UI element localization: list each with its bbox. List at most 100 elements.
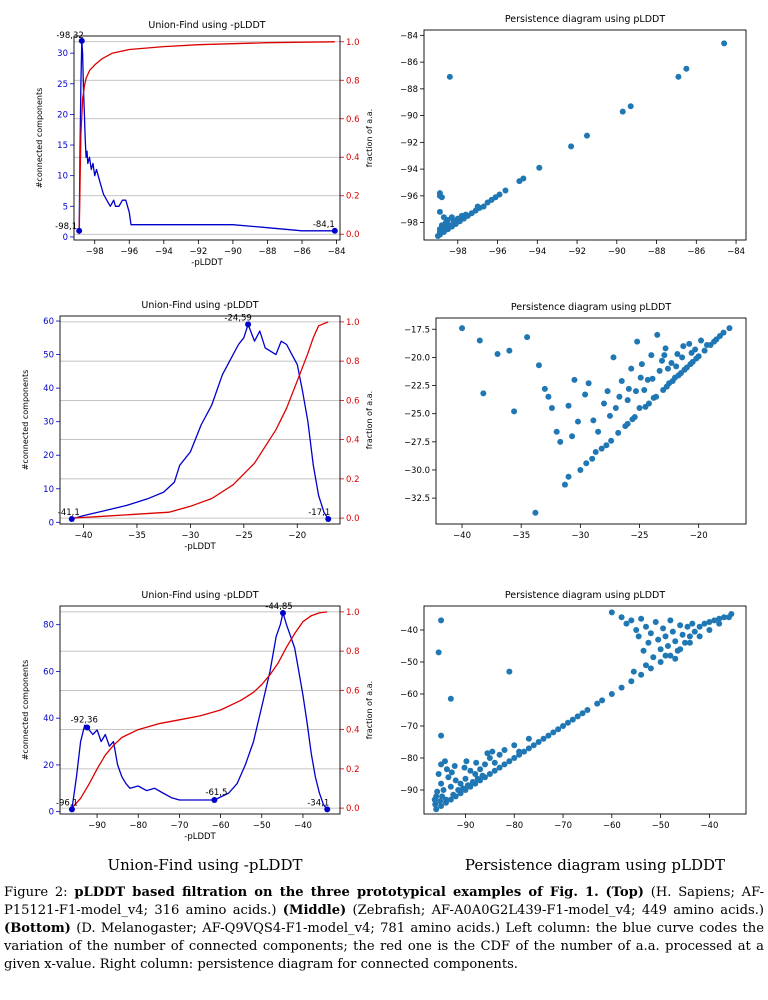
scatter-point [679, 631, 686, 638]
scatter-point [638, 615, 645, 622]
y-tick-label: 10 [57, 172, 68, 182]
blue-components-line [71, 323, 329, 520]
scatter-point [689, 620, 696, 627]
scatter-point [574, 713, 581, 720]
scatter-point [624, 397, 631, 404]
scatter-point [664, 365, 671, 372]
scatter-point [446, 73, 453, 80]
scatter-point [444, 223, 451, 230]
scatter-point [662, 633, 669, 640]
scatter-point [603, 442, 610, 449]
marked-point [68, 806, 75, 813]
scatter-point [435, 649, 442, 656]
scatter-point [656, 367, 663, 374]
scatter-point [618, 378, 625, 385]
scatter-point [647, 630, 654, 637]
scatter-point [672, 638, 679, 645]
scatter-point [655, 636, 662, 643]
x-tick-label: −40 [700, 821, 718, 831]
scatter-point [612, 405, 619, 412]
y-axis-label: #connected components [35, 88, 44, 189]
x-axis-label: -pLDDT [191, 258, 223, 268]
scatter-point [568, 143, 575, 150]
scatter-point [657, 646, 664, 653]
x-tick-label: −50 [253, 821, 271, 831]
y-right-tick-label: 0.0 [346, 514, 360, 524]
y-right-tick-label: 0.6 [346, 396, 360, 406]
scatter-point [516, 178, 523, 185]
caption-middle-text: (Zebrafish; AF-A0A0G2L439-F1-model_v4; 4… [346, 903, 764, 918]
scatter-point [486, 755, 493, 761]
y-tick-label: 0 [63, 233, 68, 243]
scatter-point [484, 750, 491, 757]
scatter-point [716, 620, 723, 627]
scatter-point [594, 700, 601, 707]
scatter-point [619, 108, 626, 115]
scatter-point [535, 739, 542, 745]
x-tick-label: −70 [554, 821, 572, 831]
scatter-point [438, 780, 445, 787]
scatter-point [687, 361, 694, 368]
y-tick-label: 30 [43, 418, 54, 428]
scatter-point [681, 366, 688, 373]
persistence-diagram-middle: Persistence diagram using pLDDT −40 −35 −30… [404, 302, 747, 541]
scatter-point [452, 219, 459, 226]
x-tick-label: −60 [212, 821, 230, 831]
y-tick-label: 25 [57, 80, 68, 90]
blue-components-line [71, 612, 328, 810]
scatter-point [642, 623, 649, 630]
y-right-axis-label: fraction of a.a. [365, 681, 374, 739]
y-right-tick-label: 0.2 [346, 475, 360, 485]
scatter-point [447, 695, 454, 702]
x-tick-label: −94 [528, 247, 546, 257]
scatter-point [684, 623, 691, 630]
scatter-point [721, 614, 728, 621]
scatter-point [658, 357, 665, 364]
y-axis-label: #connected components [21, 370, 30, 471]
y-tick-label: −88 [400, 85, 418, 95]
point-label: -44,85 [265, 602, 292, 612]
scatter-point [458, 212, 465, 219]
plot-frame [423, 605, 747, 815]
union-find-plot-middle: Union-Find using -pLDDT −40 −35 −30 −25 −20 0 1… [21, 300, 374, 552]
scatter-point [608, 609, 615, 616]
figure-caption: Figure 2: pLDDT based filtration on the … [4, 884, 764, 974]
scatter-point [711, 617, 718, 624]
y-tick-label: −70 [400, 722, 418, 732]
scatter-point [511, 755, 518, 761]
scatter-point [501, 761, 508, 768]
scatter-point [648, 352, 655, 359]
y-right-tick-label: 1.0 [346, 608, 360, 618]
y-right-tick-label: 0.4 [346, 726, 360, 736]
scatter-point [431, 796, 438, 803]
scatter-point [441, 758, 448, 765]
marked-point [331, 227, 338, 234]
scatter-point [437, 798, 444, 805]
y-tick-label: −94 [400, 165, 418, 175]
scatter-point [675, 73, 682, 80]
scatter-point [721, 40, 728, 47]
scatter-point [641, 387, 648, 394]
scatter-point [530, 742, 537, 749]
y-tick-label: 50 [43, 351, 54, 361]
y-right-tick-label: 1.0 [346, 38, 360, 48]
x-tick-label: −30 [181, 531, 199, 541]
x-tick-label: −50 [652, 821, 670, 831]
scatter-point [628, 365, 635, 372]
plot-frame [59, 605, 341, 815]
scatter-point [477, 766, 484, 773]
scatter-point [496, 751, 503, 758]
scatter-point [599, 697, 606, 704]
scatter-point [535, 362, 542, 369]
y-tick-label: −20.0 [404, 353, 430, 363]
scatter-point [675, 372, 682, 379]
right-column-caption: Persistence diagram using pLDDT [464, 856, 726, 874]
scatter-point [541, 385, 548, 392]
scatter-point [445, 774, 452, 781]
scatter-point [669, 628, 676, 635]
scatter-point [435, 771, 442, 777]
scatter-point [545, 732, 552, 739]
y-tick-label: 20 [43, 761, 54, 771]
scatter-point [555, 726, 562, 733]
caption-bottom-text: (D. Melanogaster; AF-Q9VQS4-F1-model_v4;… [4, 921, 764, 972]
